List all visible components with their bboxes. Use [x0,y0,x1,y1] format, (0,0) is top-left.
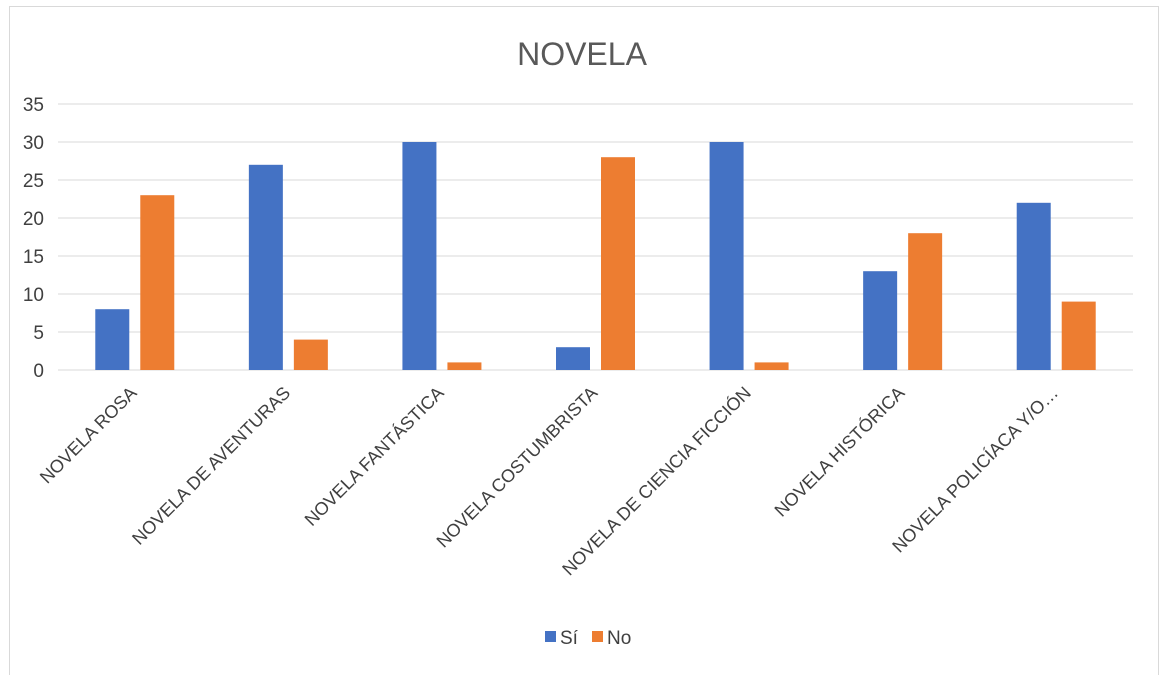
bar-no [754,362,789,370]
bar-no [601,157,635,370]
chart-title: NOVELA [517,36,647,72]
bar-si [863,271,898,370]
x-tick-label: NOVELA HISTÓRICA [770,382,909,521]
y-tick-label: 20 [23,209,44,230]
bar-no [908,233,943,370]
y-axis-ticks: 0 5 10 15 20 25 30 35 [23,95,44,382]
bar-no [447,362,482,370]
legend-swatch-si [545,631,556,642]
y-tick-label: 10 [23,285,44,306]
bars [95,142,1096,370]
gridlines [58,103,1133,371]
x-tick-label: NOVELA FANTÁSTICA [301,383,448,530]
bar-no [1061,301,1096,370]
bar-si [709,142,744,370]
x-tick-label: NOVELA DE AVENTURAS [128,383,294,549]
legend-swatch-no [592,631,603,642]
legend-label-si: Sí [560,628,579,649]
bar-si [556,347,590,370]
x-tick-label: NOVELA ROSA [36,383,141,488]
x-tick-label: NOVELA COSTUMBRISTA [433,383,602,552]
y-tick-label: 15 [23,247,44,268]
bar-si [95,309,130,370]
bar-no [293,339,328,370]
bar-no [140,195,175,370]
y-tick-label: 35 [23,95,44,116]
bar-si [1016,202,1051,370]
y-tick-label: 30 [23,133,44,154]
x-tick-label: NOVELA POLICÍACA Y/O… [888,383,1062,557]
legend-label-no: No [607,628,631,649]
bar-si [402,142,437,370]
bar-si [248,164,283,370]
y-tick-label: 5 [33,323,44,344]
x-tick-label: NOVELA DE CIENCIA FICCIÓN [558,382,755,579]
y-tick-label: 0 [33,361,44,382]
legend: Sí No [545,628,631,649]
y-tick-label: 25 [23,171,44,192]
chart-frame [9,6,1159,675]
